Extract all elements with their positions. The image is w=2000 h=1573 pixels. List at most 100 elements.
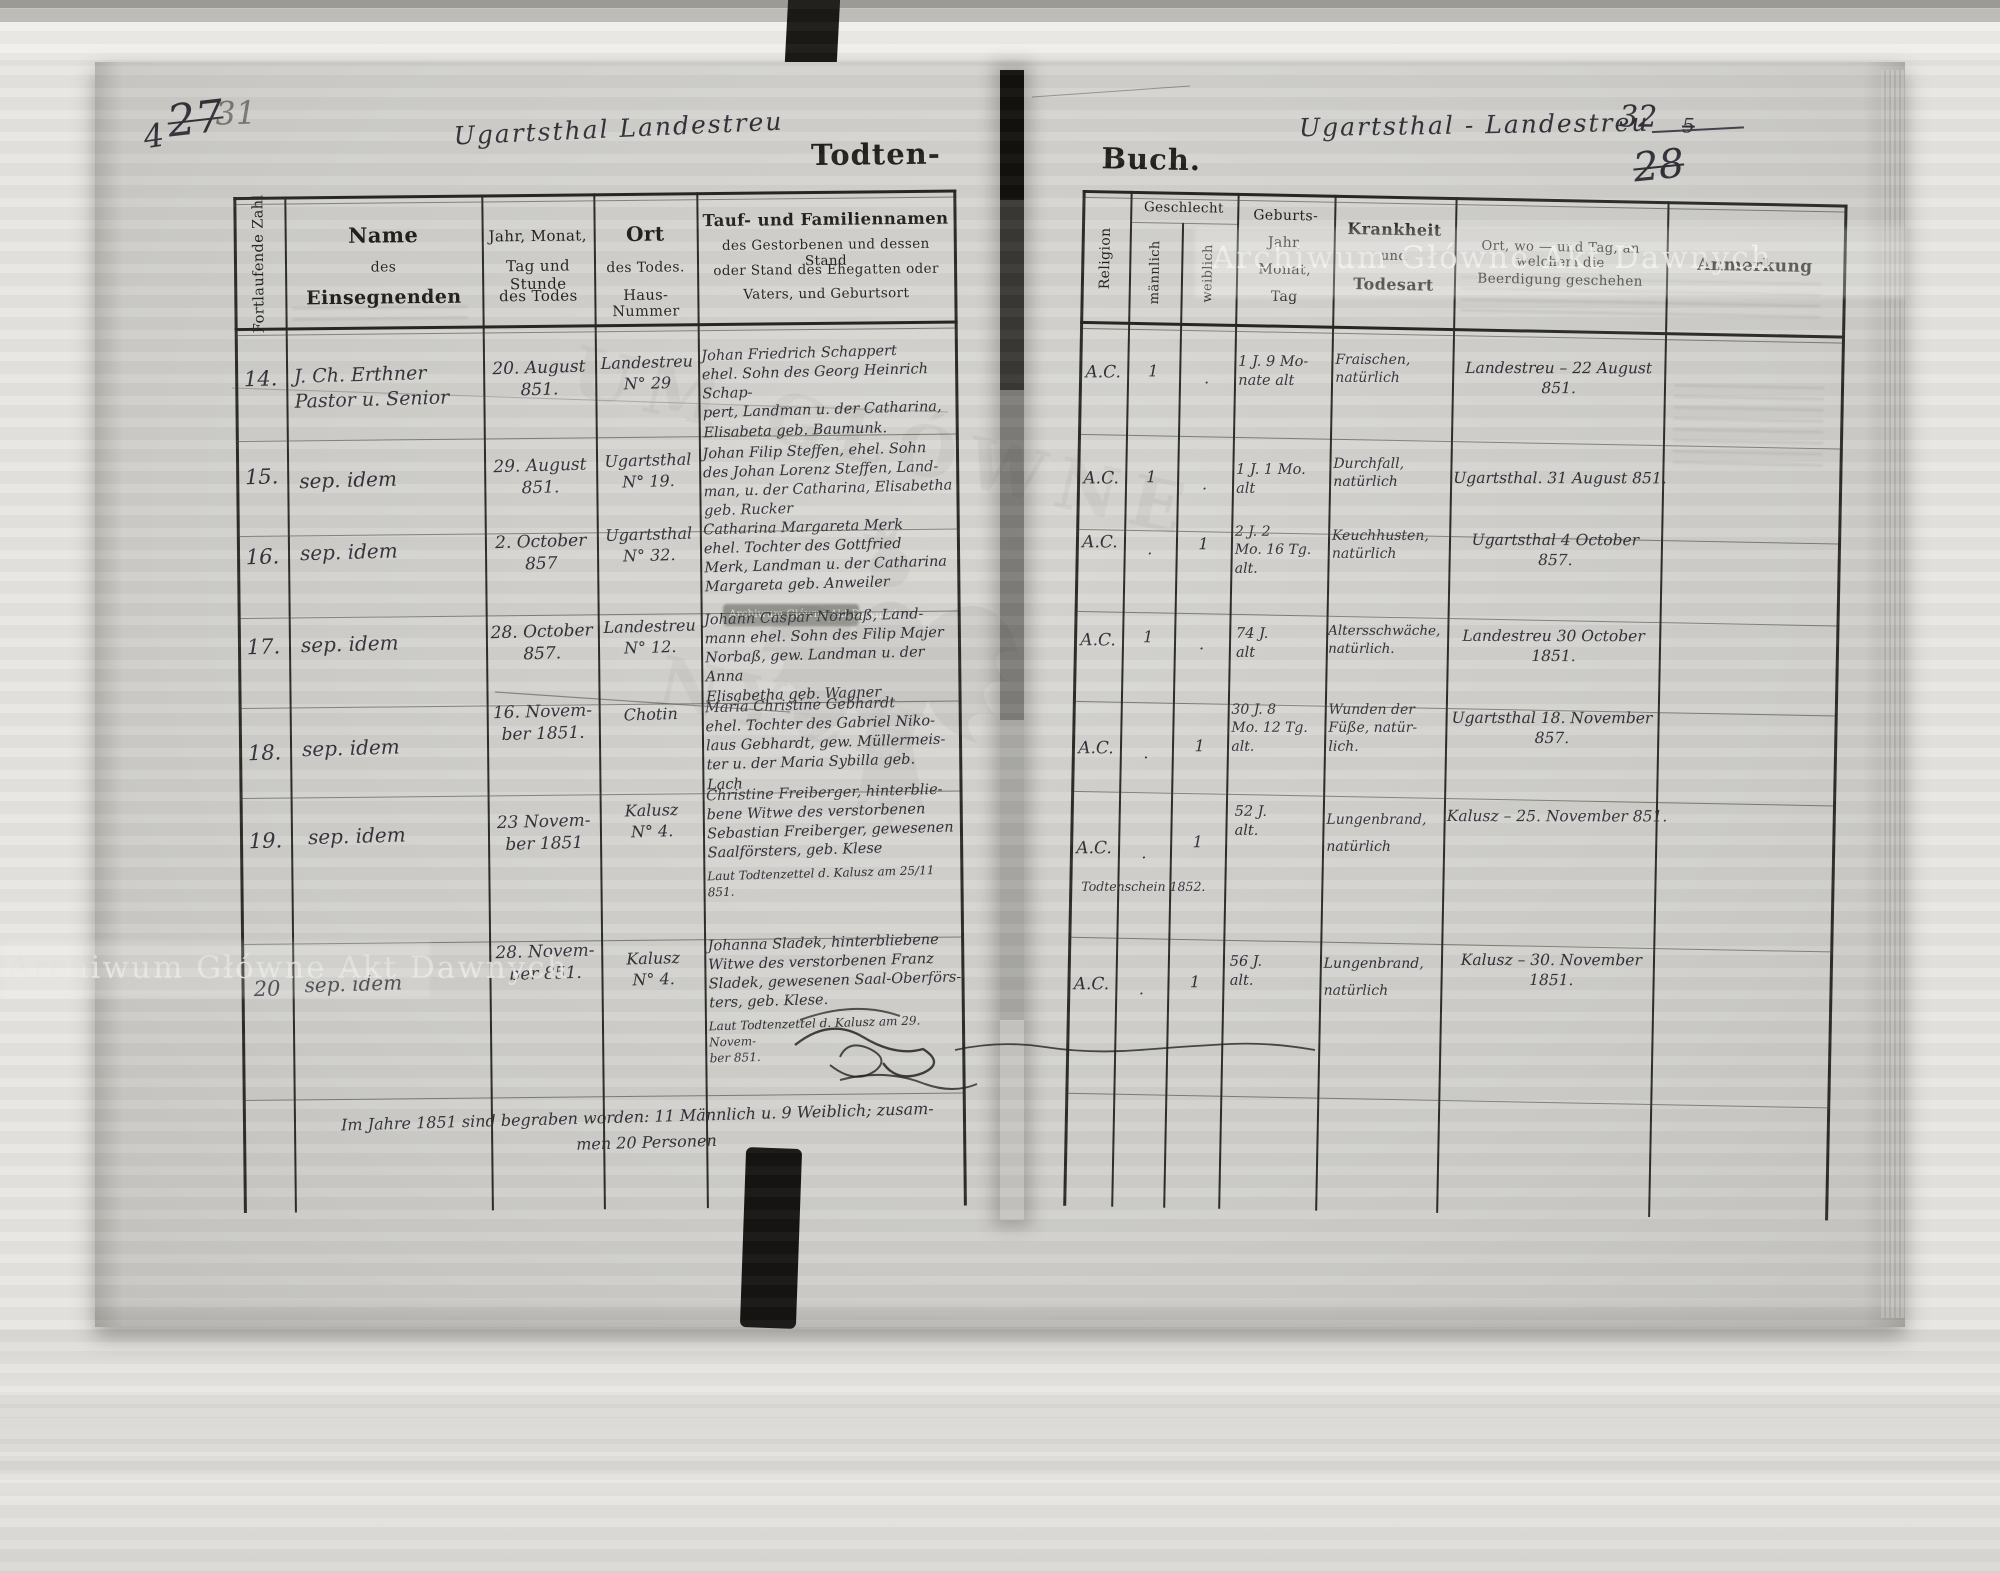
cell-einsegnender: sep. idem [307,822,406,850]
cell-beerdigung: Kalusz – 30. November 1851. [1460,950,1642,990]
book-title-right: Buch. [1101,141,1202,178]
col-header-taufname: Tauf- und Familiennamen [702,208,949,231]
cell-alter: 56 J. alt. [1229,953,1263,989]
col-header-geburt: Geburts- [1253,207,1319,225]
scanner-band [0,0,2000,8]
cell-todtenzettel: Laut Todtenzettel d. Kalusz am 29. Novem… [708,1013,921,1066]
cell-beerdigung: Ugartsthal 18. November 857. [1451,708,1653,748]
parish-header-script: Ugartsthal Landestreu [453,106,785,151]
scanner-band [0,22,2000,60]
cell-maennlich: 1 [1148,361,1159,381]
cell-alter: 2 J. 2 Mo. 16 Tg. alt. [1234,524,1312,577]
col-header-todesdatum3: des Todes [498,286,578,306]
cell-verstorbener: Maria Christine Gebhardt ehel. Tochter d… [704,695,946,793]
cell-beerdigung: Ugartsthal. 31 August 851. [1453,468,1667,488]
cell-sterbeort: Ugartsthal N° 32. [604,523,693,566]
cell-weiblich: . [1202,474,1208,494]
cell-nr: 15. [244,464,279,490]
col-header-name: Name [348,222,419,248]
cell-verstorbener: Johan Filip Steffen, ehel. Sohn des Joha… [702,440,953,520]
parish-header-script: Ugartsthal - Landestreu [1298,107,1650,143]
cell-todestag: 28. October 857. [490,620,593,665]
scanner-band [0,1392,2000,1480]
grid-line [284,196,297,1213]
cell-nr: 17. [246,634,281,660]
col-header-name-sub: des [370,259,397,276]
folio-number-pencil: 31 [214,93,257,133]
folio-number-struck: 28 [1630,140,1687,192]
archive-watermark-top-right: Archiwum Główne Akt Dawnych [1212,240,1773,276]
book-gutter [1000,70,1024,1220]
cell-weiblich: 1 [1194,736,1205,756]
cell-einsegnender: sep. idem [299,538,398,566]
strike-line [1651,126,1744,134]
grid-line [1071,790,1834,807]
cell-verstorbener: Johan Friedrich Schappert ehel. Sohn des… [701,342,942,441]
scanner-band [0,1330,2000,1392]
watermark-smudge [723,604,859,626]
cell-einsegnender: sep. idem [298,466,398,494]
cell-beerdigung: Landestreu – 22 August 851. [1465,358,1653,398]
col-header-laufende-zahl: Fortlaufende Zahl [250,194,268,334]
scanner-band [0,1480,2000,1573]
cell-sterbeort: Kalusz N° 4. [624,799,679,842]
book-spine-bottom [739,1147,803,1329]
scanner-glare [1195,228,1905,298]
archive-watermark-bottom-left: Archiwum Główne Akt Dawnych [8,950,569,986]
grid-line [233,197,247,1214]
print-bleedthrough [1672,382,1825,476]
cell-todestag: 2. October 857 [494,530,587,575]
cell-todestag: 16. Novem- ber 1851. [492,700,593,746]
book-title-left: Todten- [810,136,941,173]
cell-krankheit: Lungenbrand, natürlich [1323,955,1424,999]
grid-line [1074,610,1837,627]
grid-line [1063,189,1086,1206]
cell-weiblich: 1 [1189,972,1201,992]
folio-annotation-old: 4 [140,115,167,157]
grid-line [1111,190,1133,1207]
cell-einsegnender: sep. idem [301,734,401,762]
cell-einsegnender: J. Ch. Erthner Pastor u. Senior [293,362,450,413]
scanner-band [0,8,2000,22]
cell-alter: 52 J. alt. [1234,803,1268,839]
col-header-maennlich: männlich [1147,240,1164,305]
cell-nr: 14. [243,366,278,392]
cell-alter: 74 J. alt [1235,625,1269,661]
col-header-ort2: des Todes. [606,259,685,277]
page-fore-edge [1881,70,1905,1318]
grid-line [1065,1092,1828,1109]
cell-nr: 18. [247,740,282,766]
cell-alter: 1 J. 1 Mo. alt [1236,461,1306,497]
cell-krankheit: Fraischen, natürlich [1335,351,1411,387]
cell-nr: 19. [248,828,283,854]
cell-einsegnender: sep. idem [300,630,399,658]
left-page: 4 27 31 Ugartsthal Landestreu Todten- Fo… [95,70,1018,1329]
cell-maennlich: . [1141,843,1147,863]
col-header-ort: Ort [625,221,665,246]
cell-weiblich: . [1204,368,1210,388]
cell-krankheit: Keuchhusten, natürlich [1331,527,1429,563]
cell-religion: A.C. [1083,468,1119,489]
cell-religion: A.C. [1078,738,1114,759]
grid-line [1825,204,1848,1221]
cell-religion: A.C. [1085,362,1121,383]
cell-sterbeort: Ugartsthal N° 19. [604,449,692,492]
cell-sterbeort: Landestreu N° 12. [603,615,696,658]
cell-todestag: 29. August 851. [493,454,587,499]
folio-annotation-struck: 5 [1682,113,1695,138]
cell-maennlich: . [1138,979,1144,999]
cell-maennlich: 1 [1146,467,1157,487]
year-summary-line2: men 20 Personen [575,1130,718,1154]
cell-beerdigung: Landestreu 30 October 1851. [1462,626,1645,666]
col-header-todesdatum: Jahr, Monat, [488,226,587,246]
cell-religion: A.C. [1076,838,1112,859]
year-summary-line1: Im Jahre 1851 sind begraben worden: 11 M… [340,1098,934,1135]
cell-todestag: 20. August 851. [492,356,586,401]
cell-alter: 1 J. 9 Mo- nate alt [1238,353,1309,389]
cell-sterbeort: Chotin [623,703,678,725]
cell-weiblich: . [1198,634,1205,654]
cell-krankheit: Lungenbrand, natürlich [1326,811,1427,855]
col-header-taufname3: oder Stand des Ehegatten oder [713,260,939,280]
cell-verstorbener: Johanna Sladek, hinterbliebene Witwe des… [707,931,962,1012]
cell-beerdigung: Kalusz – 25. November 851. [1446,807,1668,826]
